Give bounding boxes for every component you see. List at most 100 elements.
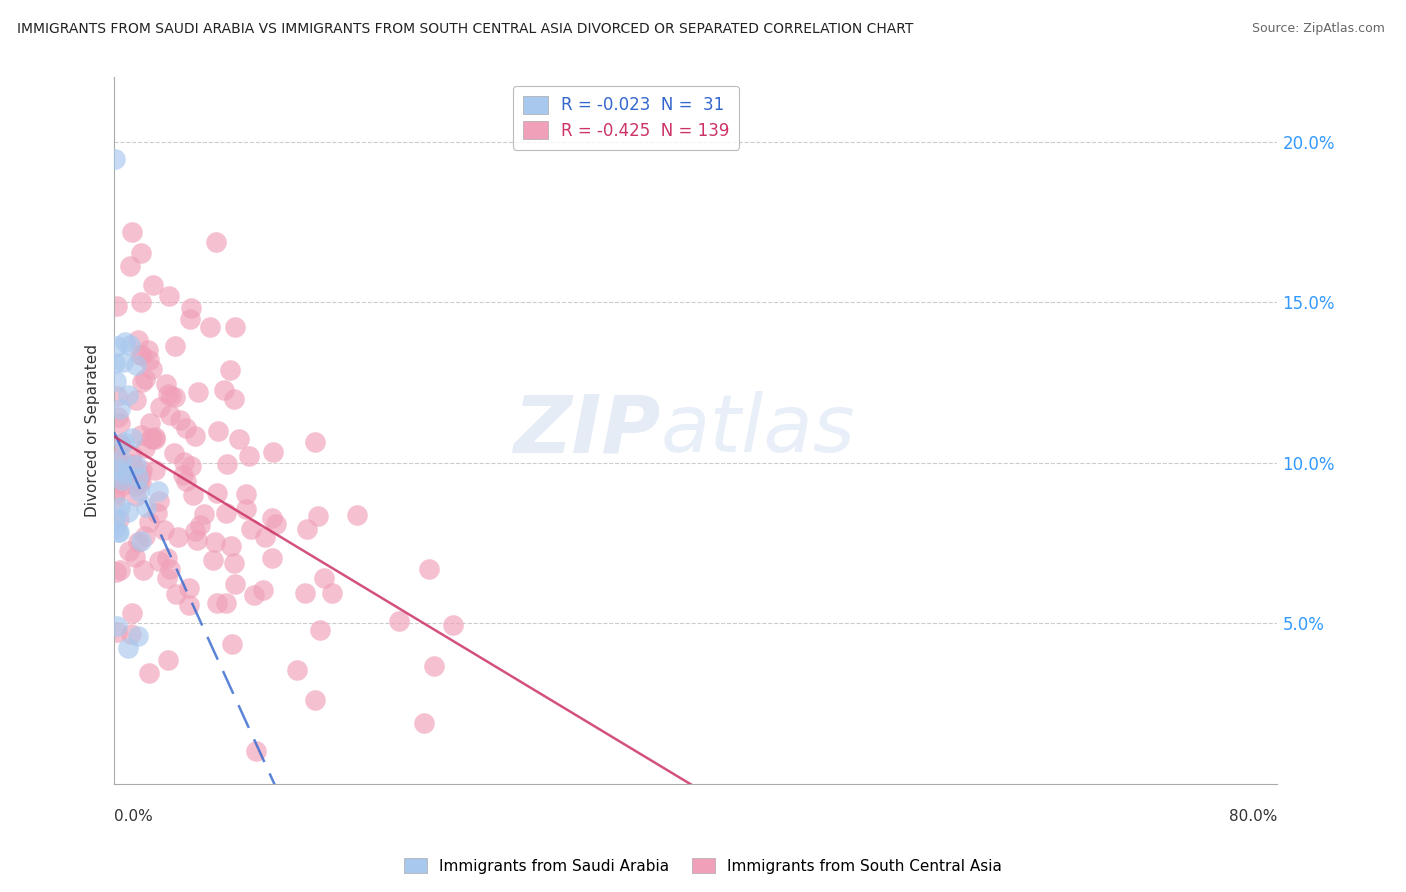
Point — [204, 535, 226, 549]
Point — [239, 522, 262, 536]
Point — [181, 488, 204, 502]
Point — [262, 444, 284, 458]
Point — [110, 500, 132, 514]
Point — [110, 402, 132, 417]
Point — [112, 434, 135, 449]
Point — [179, 581, 201, 595]
Text: 80.0%: 80.0% — [1229, 809, 1278, 824]
Point — [418, 562, 440, 576]
Point — [120, 259, 142, 273]
Point — [129, 534, 152, 549]
Point — [260, 550, 283, 565]
Point — [107, 409, 129, 424]
Point — [294, 586, 316, 600]
Point — [186, 533, 208, 547]
Point — [120, 470, 142, 484]
Point — [423, 659, 446, 673]
Point — [179, 312, 201, 326]
Point — [125, 458, 148, 472]
Point — [201, 552, 224, 566]
Text: 0.0%: 0.0% — [114, 809, 153, 824]
Point — [107, 389, 129, 403]
Point — [143, 433, 166, 447]
Point — [180, 458, 202, 473]
Point — [121, 448, 143, 462]
Point — [129, 475, 152, 490]
Point — [128, 483, 150, 498]
Point — [127, 534, 149, 549]
Point — [187, 385, 209, 400]
Point — [112, 478, 135, 492]
Point — [125, 489, 148, 503]
Point — [141, 361, 163, 376]
Point — [104, 374, 127, 388]
Point — [235, 487, 257, 501]
Point — [125, 393, 148, 408]
Point — [179, 598, 201, 612]
Point — [163, 445, 186, 459]
Point — [121, 607, 143, 621]
Point — [127, 630, 149, 644]
Point — [120, 627, 142, 641]
Point — [132, 563, 155, 577]
Point — [207, 424, 229, 438]
Point — [107, 453, 129, 467]
Point — [304, 435, 326, 450]
Point — [224, 320, 246, 334]
Point — [205, 235, 228, 249]
Point — [114, 334, 136, 349]
Point — [165, 587, 187, 601]
Point — [264, 516, 287, 531]
Point — [180, 301, 202, 315]
Point — [129, 427, 152, 442]
Point — [129, 295, 152, 310]
Point — [108, 455, 131, 469]
Point — [222, 556, 245, 570]
Point — [141, 432, 163, 446]
Text: Source: ZipAtlas.com: Source: ZipAtlas.com — [1251, 22, 1385, 36]
Point — [148, 554, 170, 568]
Point — [134, 441, 156, 455]
Text: atlas: atlas — [661, 392, 856, 469]
Point — [214, 596, 236, 610]
Text: ZIP: ZIP — [513, 392, 661, 469]
Point — [124, 549, 146, 564]
Point — [212, 384, 235, 398]
Point — [118, 544, 141, 558]
Point — [243, 588, 266, 602]
Point — [110, 452, 132, 467]
Point — [215, 457, 238, 471]
Point — [312, 571, 335, 585]
Point — [107, 524, 129, 539]
Point — [104, 565, 127, 579]
Point — [108, 563, 131, 577]
Point — [156, 571, 179, 585]
Point — [228, 432, 250, 446]
Point — [165, 390, 187, 404]
Point — [121, 225, 143, 239]
Point — [138, 416, 160, 430]
Point — [155, 377, 177, 392]
Point — [159, 562, 181, 576]
Point — [205, 486, 228, 500]
Point — [111, 471, 134, 485]
Point — [108, 462, 131, 476]
Point — [129, 246, 152, 260]
Point — [388, 615, 411, 629]
Point — [112, 355, 135, 369]
Point — [105, 300, 128, 314]
Point — [166, 530, 188, 544]
Point — [110, 437, 132, 451]
Point — [131, 376, 153, 390]
Point — [135, 500, 157, 515]
Point — [108, 525, 131, 540]
Point — [176, 474, 198, 488]
Point — [134, 372, 156, 386]
Point — [224, 577, 246, 591]
Point — [304, 693, 326, 707]
Point — [112, 467, 135, 481]
Point — [148, 494, 170, 508]
Point — [105, 619, 128, 633]
Point — [121, 431, 143, 445]
Point — [108, 416, 131, 430]
